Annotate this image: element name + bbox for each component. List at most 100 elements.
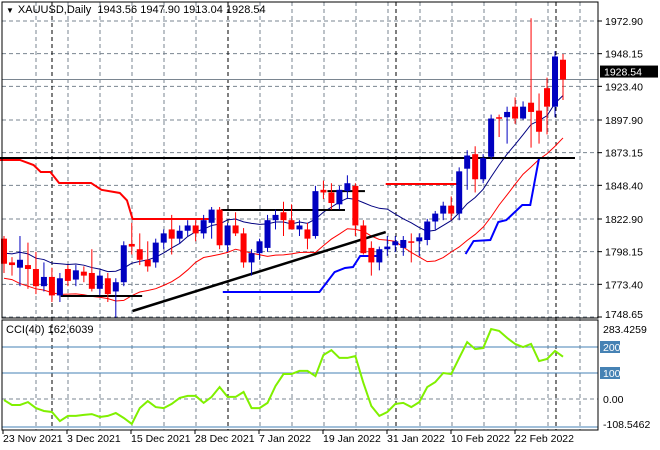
bear-candle bbox=[144, 259, 151, 267]
bear-candle bbox=[360, 225, 367, 254]
cci-level-badge bbox=[600, 367, 620, 379]
bear-candle bbox=[472, 154, 479, 180]
chart-header: ▼ XAUUSD,Daily 1943.56 1947.90 1913.04 19… bbox=[6, 4, 266, 16]
bull-candle bbox=[552, 56, 559, 107]
bull-candle bbox=[312, 191, 319, 237]
bull-candle bbox=[120, 245, 127, 283]
bear-candle bbox=[216, 209, 223, 246]
bear-candle bbox=[536, 110, 543, 132]
bull-candle bbox=[432, 213, 439, 222]
time-tick-label: 19 Jan 2022 bbox=[323, 433, 381, 445]
axes: 1972.90 1948.15 1923.40 1897.90 1873.15 1848.… bbox=[2, 16, 658, 445]
bull-candle bbox=[344, 183, 351, 192]
bear-candle bbox=[368, 247, 375, 263]
cci-tick-label: 0.00 bbox=[603, 394, 624, 406]
bull-candle bbox=[248, 253, 255, 263]
bear-candle bbox=[512, 106, 519, 119]
bear-candle bbox=[280, 212, 287, 221]
red-resistance-line bbox=[0, 158, 215, 220]
bear-candle bbox=[24, 265, 31, 270]
time-tick-label: 28 Dec 2021 bbox=[195, 433, 255, 445]
low-value: 1913.04 bbox=[183, 4, 223, 16]
uptrend-line bbox=[132, 230, 387, 313]
cci-name: CCI(40) bbox=[6, 324, 45, 336]
bull-candle bbox=[456, 171, 463, 214]
cci-tick-label: 283.4259 bbox=[603, 324, 647, 336]
cci-value: 162.6039 bbox=[47, 324, 94, 336]
bull-candle bbox=[336, 189, 343, 205]
bear-candle bbox=[448, 205, 455, 214]
price-tick-label: 1972.90 bbox=[605, 16, 643, 28]
bear-candle bbox=[240, 233, 247, 263]
bear-candle bbox=[192, 225, 199, 234]
time-tick-label: 7 Jan 2022 bbox=[259, 433, 311, 445]
bear-candle bbox=[328, 192, 335, 204]
cci-tick-label: 200 bbox=[603, 342, 621, 354]
bull-candle bbox=[256, 241, 263, 254]
price-tick-label: 1798.15 bbox=[605, 247, 643, 259]
bull-candle bbox=[56, 278, 63, 296]
bull-candle bbox=[392, 241, 399, 246]
bull-candle bbox=[272, 214, 279, 221]
time-tick-label: 31 Jan 2022 bbox=[387, 433, 445, 445]
bear-candle bbox=[128, 243, 135, 247]
cci-tick-label: -108.5462 bbox=[603, 419, 650, 431]
bull-candle bbox=[96, 275, 103, 289]
cci-tick-label: 100 bbox=[603, 368, 621, 380]
cci-pane-border bbox=[1, 319, 599, 431]
bull-candle bbox=[176, 230, 183, 239]
bull-candle bbox=[488, 118, 495, 157]
bear-candle bbox=[304, 229, 311, 239]
price-tick-label: 1822.90 bbox=[605, 214, 643, 226]
bull-candle bbox=[504, 111, 511, 118]
bear-candle bbox=[104, 278, 111, 295]
price-tick-label: 1773.40 bbox=[605, 279, 643, 291]
bull-candle bbox=[464, 155, 471, 169]
bear-candle bbox=[496, 117, 503, 119]
bear-candle bbox=[48, 276, 55, 296]
bull-candle bbox=[40, 276, 47, 287]
bull-candle bbox=[264, 220, 271, 248]
time-tick-label: 10 Feb 2022 bbox=[451, 433, 510, 445]
bear-candle bbox=[560, 59, 566, 80]
time-tick-label: 23 Nov 2021 bbox=[3, 433, 63, 445]
current-price-label: 1928.54 bbox=[604, 67, 642, 79]
open-value: 1943.56 bbox=[97, 4, 138, 16]
cci-line bbox=[3, 327, 564, 426]
bull-candle bbox=[208, 209, 215, 223]
cci-level-badge bbox=[600, 341, 620, 353]
current-price-box bbox=[600, 65, 658, 78]
bull-candle bbox=[400, 239, 407, 248]
dropdown-triangle-icon[interactable]: ▼ bbox=[6, 6, 14, 15]
bear-candle bbox=[8, 262, 15, 266]
bull-candle bbox=[296, 225, 303, 230]
bull-candle bbox=[440, 205, 447, 214]
symbol-label: XAUUSD,Daily bbox=[17, 4, 92, 16]
price-tick-label: 1897.90 bbox=[605, 115, 643, 127]
price-tick-label: 1873.15 bbox=[605, 148, 643, 160]
bull-candle bbox=[184, 225, 191, 231]
bear-candle bbox=[168, 229, 175, 239]
price-pane-border bbox=[1, 1, 599, 319]
bear-candle bbox=[64, 269, 71, 281]
bull-candle bbox=[384, 246, 391, 250]
bull-candle bbox=[224, 225, 231, 246]
indicator-lines bbox=[0, 79, 598, 313]
bear-candle bbox=[1, 238, 7, 264]
bull-candle bbox=[416, 237, 423, 242]
bull-candle bbox=[16, 259, 23, 268]
bull-candle bbox=[72, 270, 79, 280]
bull-candle bbox=[160, 233, 167, 243]
bull-candle bbox=[200, 220, 207, 234]
bear-candle bbox=[136, 249, 143, 260]
price-tick-label: 1848.40 bbox=[605, 180, 643, 192]
time-tick-label: 3 Dec 2021 bbox=[67, 433, 121, 445]
price-tick-label: 1748.65 bbox=[605, 309, 643, 321]
close-value: 1928.54 bbox=[225, 4, 266, 16]
bear-candle bbox=[528, 102, 535, 112]
grid bbox=[2, 2, 598, 430]
bear-candle bbox=[80, 271, 87, 276]
blue-support-line bbox=[464, 157, 571, 255]
bear-candle bbox=[288, 220, 295, 230]
